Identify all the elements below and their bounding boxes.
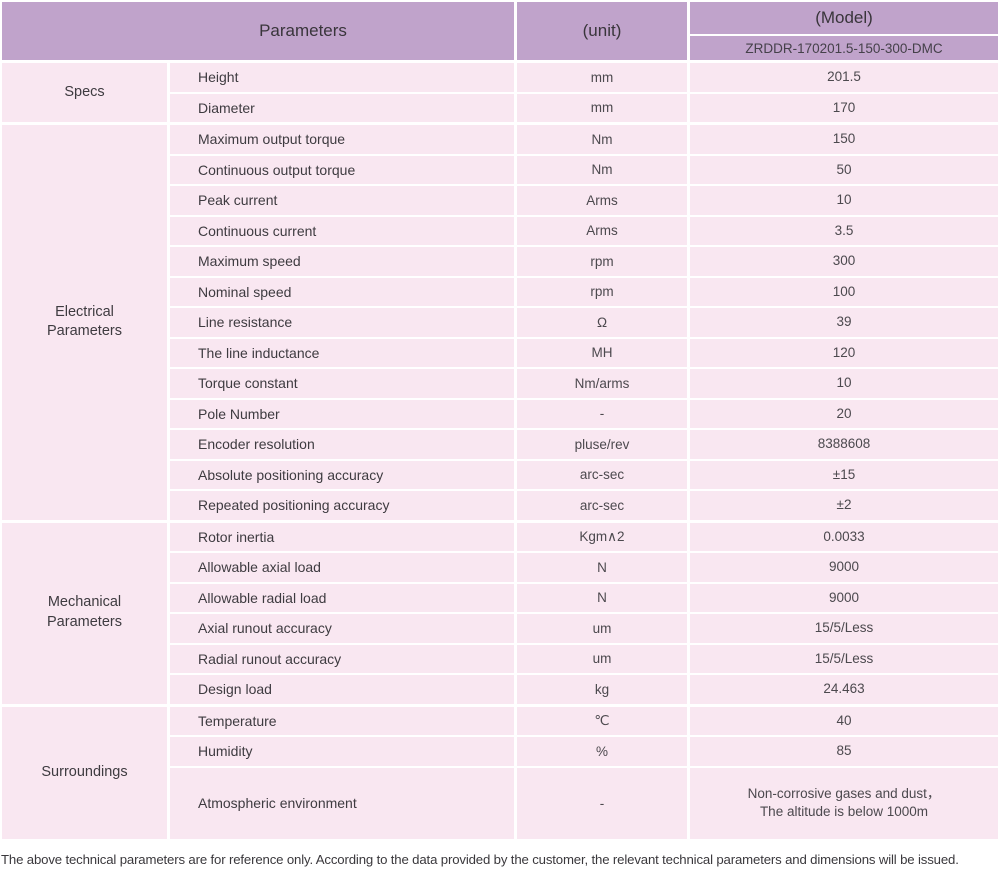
value-cell: ±2 xyxy=(690,491,998,520)
group-label: Specs xyxy=(2,63,167,122)
unit-cell: rpm xyxy=(517,247,687,276)
value-cell: 8388608 xyxy=(690,430,998,459)
unit-cell: arc-sec xyxy=(517,460,687,489)
parameter-name-cell: The line inductance xyxy=(170,338,514,367)
parameter-name-cell: Continuous current xyxy=(170,216,514,245)
section-surroundings: Surroundings Temperature ℃ 40 Humidity% 85 Atm… xyxy=(2,706,998,839)
value-cell: 150 xyxy=(690,125,998,154)
section-mechanical-parameters: Mechanical Parameters Rotor inertia Kgm∧2 0… xyxy=(2,522,998,704)
unit-cell: pluse/rev xyxy=(517,430,687,459)
unit-cell: Arms xyxy=(517,216,687,245)
parameter-name-cell: Nominal speed xyxy=(170,277,514,306)
unit-header-cell: (unit) xyxy=(517,2,687,60)
value-cell: Non-corrosive gases and dust， The altitu… xyxy=(690,767,998,839)
value-cell: 3.5 xyxy=(690,216,998,245)
parameter-name-cell: Design load xyxy=(170,675,514,704)
unit-cell: Nm/arms xyxy=(517,369,687,398)
value-cell: 39 xyxy=(690,308,998,337)
parameter-name-cell: Allowable radial load xyxy=(170,583,514,612)
value-cell: 100 xyxy=(690,277,998,306)
group-label: Mechanical Parameters xyxy=(2,522,167,704)
unit-cell: ℃ xyxy=(517,706,687,735)
footer-note: The above technical parameters are for r… xyxy=(1,852,959,867)
value-cell: ±15 xyxy=(690,460,998,489)
parameter-name-cell: Allowable axial load xyxy=(170,553,514,582)
parameter-name-cell: Absolute positioning accuracy xyxy=(170,460,514,489)
value-cell: 0.0033 xyxy=(690,522,998,551)
value-cell: 201.5 xyxy=(690,63,998,92)
unit-cell: N xyxy=(517,583,687,612)
table-header-row: Parameters (unit) (Model) ZRDDR-170201.5… xyxy=(2,2,998,60)
parameter-name-cell: Pole Number xyxy=(170,399,514,428)
parameter-name-cell: Torque constant xyxy=(170,369,514,398)
parameter-name-cell: Radial runout accuracy xyxy=(170,644,514,673)
parameter-name-cell: Peak current xyxy=(170,186,514,215)
value-cell: 120 xyxy=(690,338,998,367)
unit-cell: Arms xyxy=(517,186,687,215)
unit-cell: Nm xyxy=(517,155,687,184)
unit-cell: um xyxy=(517,614,687,643)
spec-table: Parameters (unit) (Model) ZRDDR-170201.5… xyxy=(2,2,998,839)
unit-cell: Nm xyxy=(517,125,687,154)
value-cell: 15/5/Less xyxy=(690,614,998,643)
unit-cell: um xyxy=(517,644,687,673)
parameter-name-cell: Maximum output torque xyxy=(170,125,514,154)
unit-cell: Kgm∧2 xyxy=(517,522,687,551)
parameter-name-cell: Axial runout accuracy xyxy=(170,614,514,643)
unit-cell: arc-sec xyxy=(517,491,687,520)
parameter-name-cell: Line resistance xyxy=(170,308,514,337)
parameter-name-cell: Height xyxy=(170,63,514,92)
unit-cell: - xyxy=(517,767,687,839)
value-cell: 85 xyxy=(690,737,998,766)
value-cell: 40 xyxy=(690,706,998,735)
section-electrical-parameters: Electrical Parameters Maximum output torq… xyxy=(2,125,998,520)
unit-cell: kg xyxy=(517,675,687,704)
value-cell: 10 xyxy=(690,186,998,215)
unit-cell: mm xyxy=(517,93,687,122)
value-cell: 15/5/Less xyxy=(690,644,998,673)
group-label: Surroundings xyxy=(2,706,167,839)
model-number: ZRDDR-170201.5-150-300-DMC xyxy=(690,36,998,60)
parameter-name-cell: Humidity xyxy=(170,737,514,766)
section-specs: Specs Height mm 201.5 Diameter mm 170 xyxy=(2,63,998,122)
parameter-name-cell: Repeated positioning accuracy xyxy=(170,491,514,520)
value-cell: 10 xyxy=(690,369,998,398)
parameter-name-cell: Continuous output torque xyxy=(170,155,514,184)
value-cell: 9000 xyxy=(690,583,998,612)
unit-cell: % xyxy=(517,737,687,766)
unit-cell: Ω xyxy=(517,308,687,337)
parameter-name-cell: Maximum speed xyxy=(170,247,514,276)
parameters-header-cell: Parameters xyxy=(2,2,514,60)
parameter-name-cell: Diameter xyxy=(170,93,514,122)
parameter-name-cell: Atmospheric environment xyxy=(170,767,514,839)
model-header-label: (Model) xyxy=(690,2,998,34)
parameter-name-cell: Encoder resolution xyxy=(170,430,514,459)
group-label: Electrical Parameters xyxy=(2,125,167,520)
unit-cell: rpm xyxy=(517,277,687,306)
unit-cell: N xyxy=(517,553,687,582)
parameter-name-cell: Temperature xyxy=(170,706,514,735)
unit-cell: mm xyxy=(517,63,687,92)
unit-cell: - xyxy=(517,399,687,428)
value-cell: 170 xyxy=(690,93,998,122)
model-header-cell: (Model) ZRDDR-170201.5-150-300-DMC xyxy=(690,2,998,60)
value-cell: 50 xyxy=(690,155,998,184)
parameter-name-cell: Rotor inertia xyxy=(170,522,514,551)
value-cell: 9000 xyxy=(690,553,998,582)
value-cell: 24.463 xyxy=(690,675,998,704)
value-cell: 20 xyxy=(690,399,998,428)
unit-cell: MH xyxy=(517,338,687,367)
value-cell: 300 xyxy=(690,247,998,276)
